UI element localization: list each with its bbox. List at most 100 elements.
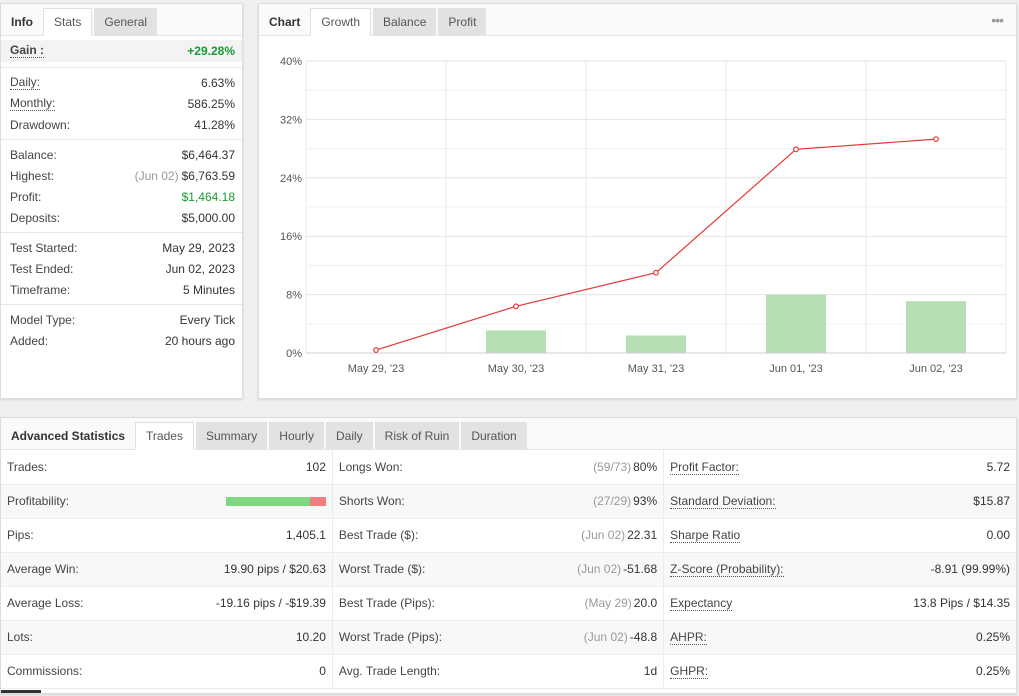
stat-number: 20.0 — [633, 596, 658, 610]
trades-table: Trades: 102 Longs Won: (59/73) 80% Profit Fac… — [1, 450, 1016, 689]
chart-panel: Chart Growth Balance Profit ••• 0% 8% 16% 2… — [258, 3, 1017, 399]
tab-hourly[interactable]: Hourly — [269, 422, 324, 449]
profit-row: Profit: $1,464.18 — [1, 186, 242, 207]
stat-label: Longs Won: — [332, 450, 571, 485]
stat-label[interactable]: GHPR: — [663, 654, 908, 689]
tab-advanced-statistics[interactable]: Advanced Statistics — [11, 428, 126, 443]
table-row: Pips: 1,405.1 Best Trade ($): (Jun 02) 22.31… — [1, 518, 1016, 553]
divider — [1, 67, 242, 68]
tab-duration[interactable]: Duration — [461, 422, 527, 449]
stat-value: (Jun 02) 22.31 — [570, 518, 665, 553]
tab-trades[interactable]: Trades — [135, 422, 194, 450]
x-tick-label: May 29, '23 — [348, 363, 405, 375]
stat-value: 13.8 Pips / $14.35 — [907, 586, 1016, 621]
tab-info[interactable]: Info — [11, 14, 33, 29]
y-tick-label: 24% — [280, 173, 302, 185]
growth-chart: 0% 8% 16% 24% 32% 40% May 29, '23 May 30, '23 Ma… — [280, 56, 1007, 375]
scroll-indicator — [1, 690, 41, 693]
trades-value: -19.16 pips / -$19.39 — [138, 586, 333, 621]
stat-label: Pips: — [1, 518, 139, 553]
stat-value: (May 29) 20.0 — [570, 586, 665, 621]
trades-value: 10.20 — [138, 620, 333, 655]
stat-label: Shorts Won: — [332, 484, 571, 519]
tab-profit[interactable]: Profit — [438, 8, 487, 35]
tab-summary[interactable]: Summary — [195, 422, 268, 449]
table-row: Commissions: 0 Avg. Trade Length: 1d GHPR: 0.… — [1, 654, 1016, 689]
table-row: Lots: 10.20 Worst Trade (Pips): (Jun 02) -48… — [1, 620, 1016, 655]
timeframe-row: Timeframe: 5 Minutes — [1, 279, 242, 300]
balance-label: Balance: — [10, 147, 57, 162]
test-started-row: Test Started: May 29, 2023 — [1, 237, 242, 258]
growth-bar — [626, 335, 686, 353]
stat-value: 0.25% — [907, 654, 1016, 689]
monthly-value: 586.25% — [187, 96, 235, 111]
balance-row: Balance: $6,464.37 — [1, 144, 242, 165]
stat-label[interactable]: AHPR: — [663, 620, 908, 655]
table-row: Average Loss: -19.16 pips / -$19.39 Best T… — [1, 586, 1016, 621]
trades-value: 102 — [138, 450, 333, 485]
deposits-row: Deposits: $5,000.00 — [1, 207, 242, 228]
tab-balance[interactable]: Balance — [373, 8, 437, 35]
tab-stats[interactable]: Stats — [43, 8, 93, 36]
stat-label: Worst Trade (Pips): — [332, 620, 571, 655]
tab-growth[interactable]: Growth — [310, 8, 372, 36]
timeframe-label: Timeframe: — [10, 282, 71, 297]
stat-label[interactable]: Standard Deviation: — [663, 484, 908, 519]
stat-label-text: Standard Deviation: — [670, 494, 776, 509]
divider — [1, 304, 242, 305]
added-row: Added: 20 hours ago — [1, 330, 242, 351]
stat-label: Commissions: — [1, 654, 139, 689]
tab-chart[interactable]: Chart — [269, 14, 301, 29]
stat-value: (27/29) 93% — [570, 484, 665, 519]
daily-label[interactable]: Daily: — [10, 74, 41, 90]
trades-value: 19.90 pips / $20.63 — [138, 552, 333, 587]
stat-value: (Jun 02) -48.8 — [570, 620, 665, 655]
tab-daily[interactable]: Daily — [325, 422, 373, 449]
growth-point — [373, 347, 379, 353]
stat-label: Avg. Trade Length: — [332, 654, 571, 689]
stat-label: Trades: — [1, 450, 139, 485]
stat-label-text: AHPR: — [670, 630, 707, 645]
gain-label[interactable]: Gain : — [10, 43, 45, 58]
profit-label: Profit: — [10, 189, 42, 204]
stat-value: (Jun 02) -51.68 — [570, 552, 665, 587]
growth-bar — [486, 330, 546, 353]
gain-value: +29.28% — [187, 44, 235, 58]
monthly-row: Monthly: 586.25% — [1, 93, 242, 114]
x-tick-label: Jun 02, '23 — [909, 363, 962, 375]
monthly-label[interactable]: Monthly: — [10, 95, 56, 111]
adv-tabbar: Advanced Statistics Trades Summary Hourl… — [1, 418, 1016, 450]
stat-label: Lots: — [1, 620, 139, 655]
stat-label[interactable]: Profit Factor: — [663, 450, 908, 485]
test-started-value: May 29, 2023 — [162, 240, 235, 255]
stat-number: -48.8 — [629, 630, 658, 644]
stat-value: (59/73) 80% — [570, 450, 665, 485]
stat-number: 80% — [633, 459, 658, 474]
y-tick-label: 40% — [280, 56, 302, 68]
stat-label: Profitability: — [1, 484, 139, 519]
stat-label: Average Win: — [1, 552, 139, 587]
stat-label: Best Trade ($): — [332, 518, 571, 553]
tab-risk-of-ruin[interactable]: Risk of Ruin — [374, 422, 460, 449]
stat-value: 0.00 — [907, 518, 1016, 553]
stat-value: 0.25% — [907, 620, 1016, 655]
stat-label[interactable]: Z-Score (Probability): — [663, 552, 908, 587]
stat-note: (59/73) — [593, 459, 632, 474]
stat-note: (Jun 02) — [583, 630, 628, 644]
more-options-icon[interactable]: ••• — [991, 12, 1004, 28]
test-started-label: Test Started: — [10, 240, 78, 255]
growth-line — [375, 138, 937, 351]
profitability-bar-cell — [138, 484, 333, 519]
gain-row: Gain : +29.28% — [1, 40, 242, 62]
stat-label[interactable]: Sharpe Ratio — [663, 518, 908, 553]
stat-label[interactable]: Expectancy — [663, 586, 908, 621]
test-ended-value: Jun 02, 2023 — [165, 261, 235, 276]
balance-value: $6,464.37 — [181, 147, 235, 162]
stat-number: 1d — [643, 664, 658, 678]
tab-general[interactable]: General — [94, 8, 158, 35]
stat-number: 22.31 — [627, 528, 658, 542]
stat-value: $15.87 — [907, 484, 1016, 519]
y-tick-label: 8% — [286, 290, 302, 302]
stat-value: 1d — [570, 654, 665, 689]
daily-row: Daily: 6.63% — [1, 72, 242, 93]
